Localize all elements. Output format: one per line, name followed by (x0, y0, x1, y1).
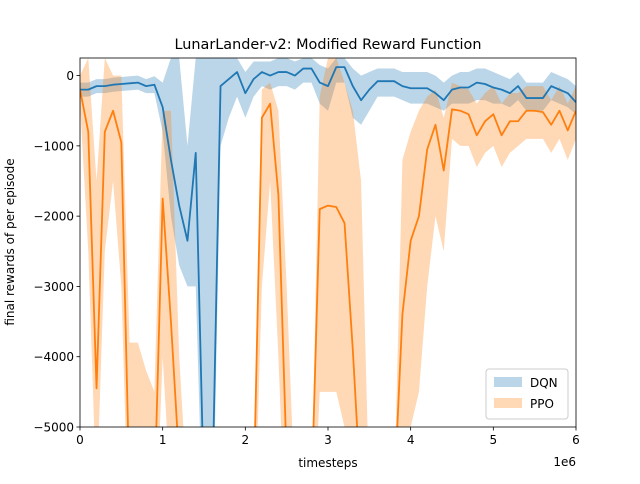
y-tick-label: 0 (66, 69, 74, 83)
y-tick-label: −2000 (33, 210, 74, 224)
legend-swatch (494, 398, 522, 408)
y-axis-label: final rewards of per episode (3, 158, 17, 325)
x-tick-label: 4 (407, 433, 415, 447)
y-tick-label: −5000 (33, 421, 74, 435)
legend-label: PPO (530, 397, 554, 411)
x-tick-label: 5 (490, 433, 498, 447)
legend-box (485, 368, 569, 420)
series-line (80, 66, 576, 427)
series-line (80, 89, 576, 427)
confidence-band (80, 58, 576, 427)
x-offset-label: 1e6 (553, 455, 576, 469)
x-tick-label: 2 (242, 433, 250, 447)
chart-title: LunarLander-v2: Modified Reward Function (175, 37, 482, 53)
y-tick-label: −1000 (33, 139, 74, 153)
legend-label: DQN (530, 376, 558, 390)
x-axis-label: timesteps (298, 456, 357, 470)
y-tick-label: −4000 (33, 350, 74, 364)
confidence-band (80, 58, 576, 427)
x-tick-label: 6 (572, 433, 580, 447)
legend-swatch (494, 377, 522, 387)
x-tick-label: 0 (76, 433, 84, 447)
y-tick-label: −3000 (33, 280, 74, 294)
x-tick-label: 1 (159, 433, 167, 447)
plot-area (80, 58, 576, 427)
legend: DQN PPO (485, 368, 569, 420)
x-tick-label: 3 (324, 433, 332, 447)
